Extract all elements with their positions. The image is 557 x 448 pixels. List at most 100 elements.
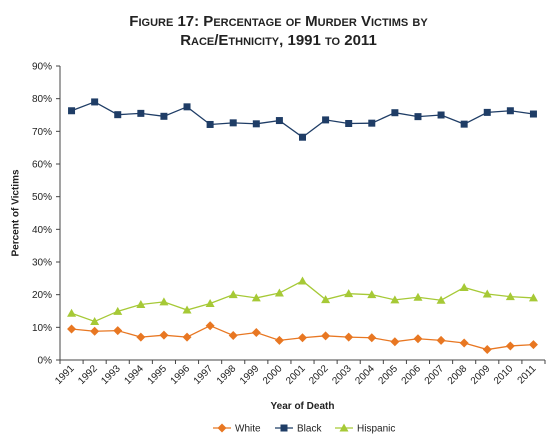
x-tick-label: 1994 <box>122 363 146 387</box>
data-point-white <box>159 330 169 340</box>
x-tick-label: 2004 <box>353 363 377 387</box>
data-point-black <box>91 98 99 106</box>
x-tick-label: 2009 <box>469 363 493 387</box>
data-point-hispanic <box>321 295 331 304</box>
data-point-hispanic <box>298 276 307 285</box>
chart-labels: Year of Death Percent of Victims <box>11 169 335 412</box>
data-point-hispanic <box>367 290 377 299</box>
series-black <box>68 98 537 141</box>
data-point-hispanic <box>205 298 215 307</box>
data-point-black <box>206 120 214 128</box>
data-point-black <box>529 110 537 118</box>
data-point-hispanic <box>505 292 515 301</box>
legend-item-hispanic: Hispanic <box>335 423 395 435</box>
y-tick-label: 40% <box>32 225 52 236</box>
series-line-black <box>71 101 534 139</box>
data-point-black <box>345 119 353 127</box>
x-tick-label: 2006 <box>400 363 424 387</box>
x-tick-label: 1993 <box>99 363 123 387</box>
data-point-white <box>228 331 238 340</box>
data-point-black <box>137 109 145 117</box>
data-point-white <box>90 326 100 336</box>
data-point-white <box>205 321 215 331</box>
y-tick-label: 50% <box>32 192 52 203</box>
data-point-black <box>114 111 122 119</box>
y-tick-label: 70% <box>32 127 52 138</box>
data-point-white <box>136 332 146 342</box>
legend-marker-black <box>280 424 288 432</box>
data-point-black <box>299 133 306 141</box>
data-point-white <box>528 340 538 350</box>
data-point-white <box>113 326 123 336</box>
x-tick-label: 1998 <box>215 363 239 387</box>
data-point-white <box>436 335 446 345</box>
chart-series <box>67 98 538 355</box>
chart-title-line-1: Figure 17: Percentage of Murder Victims … <box>129 13 428 30</box>
data-point-black <box>437 111 445 119</box>
x-tick-label: 1999 <box>238 363 262 387</box>
data-point-white <box>182 332 192 342</box>
legend-label-white: White <box>235 424 261 435</box>
data-point-black <box>506 107 514 115</box>
x-tick-label: 2007 <box>423 363 447 387</box>
data-point-hispanic <box>251 293 261 302</box>
data-point-white <box>482 345 492 355</box>
chart-title: Figure 17: Percentage of Murder Victims … <box>0 12 557 50</box>
x-tick-label: 2005 <box>376 363 400 387</box>
data-point-white <box>298 333 307 343</box>
x-tick-label: 2001 <box>284 363 308 387</box>
x-tick-label: 1997 <box>192 363 216 387</box>
data-point-white <box>251 328 261 338</box>
x-tick-label: 1992 <box>76 363 100 387</box>
legend-item-white: White <box>213 423 261 435</box>
data-point-black <box>160 112 168 120</box>
x-tick-label: 2003 <box>330 363 354 387</box>
x-tick-label: 2002 <box>307 363 331 387</box>
legend-marker-white <box>217 423 227 433</box>
data-point-hispanic <box>90 316 100 325</box>
data-point-hispanic <box>436 295 446 304</box>
y-tick-label: 20% <box>32 290 52 301</box>
chart-legend: White Black Hispanic <box>213 423 395 435</box>
data-point-hispanic <box>182 305 192 314</box>
data-point-black <box>229 119 237 127</box>
data-point-white <box>67 324 77 334</box>
data-point-black <box>322 116 330 124</box>
x-tick-label: 2008 <box>446 363 470 387</box>
data-point-black <box>183 103 191 111</box>
data-point-hispanic <box>136 299 146 308</box>
data-point-hispanic <box>228 290 238 299</box>
data-point-white <box>321 331 331 341</box>
data-point-hispanic <box>528 293 538 302</box>
data-point-hispanic <box>413 292 423 301</box>
data-point-black <box>483 108 491 116</box>
y-axis-label: Percent of Victims <box>11 169 22 257</box>
y-tick-label: 10% <box>32 323 52 334</box>
data-point-black <box>391 109 399 117</box>
data-point-hispanic <box>482 289 492 298</box>
data-point-hispanic <box>459 282 469 291</box>
data-point-black <box>68 107 76 115</box>
data-point-hispanic <box>344 289 354 298</box>
data-point-black <box>275 117 283 125</box>
y-tick-label: 90% <box>32 62 52 73</box>
series-hispanic <box>67 276 538 325</box>
y-tick-label: 80% <box>32 94 52 105</box>
data-point-hispanic <box>67 308 77 317</box>
data-point-black <box>368 119 376 127</box>
data-point-white <box>274 335 284 345</box>
legend-label-hispanic: Hispanic <box>357 424 395 435</box>
y-tick-label: 0% <box>38 356 53 367</box>
x-axis-label: Year of Death <box>271 401 335 412</box>
data-point-white <box>344 332 354 342</box>
data-point-hispanic <box>113 306 123 315</box>
legend-label-black: Black <box>297 424 322 435</box>
data-point-white <box>459 338 469 348</box>
legend-item-black: Black <box>275 424 322 435</box>
data-point-black <box>252 120 260 128</box>
y-tick-label: 60% <box>32 160 52 171</box>
x-tick-label: 1996 <box>169 363 193 387</box>
chart-title-line-2: Race/Ethnicity, 1991 to 2011 <box>180 32 377 49</box>
data-point-black <box>460 120 468 128</box>
